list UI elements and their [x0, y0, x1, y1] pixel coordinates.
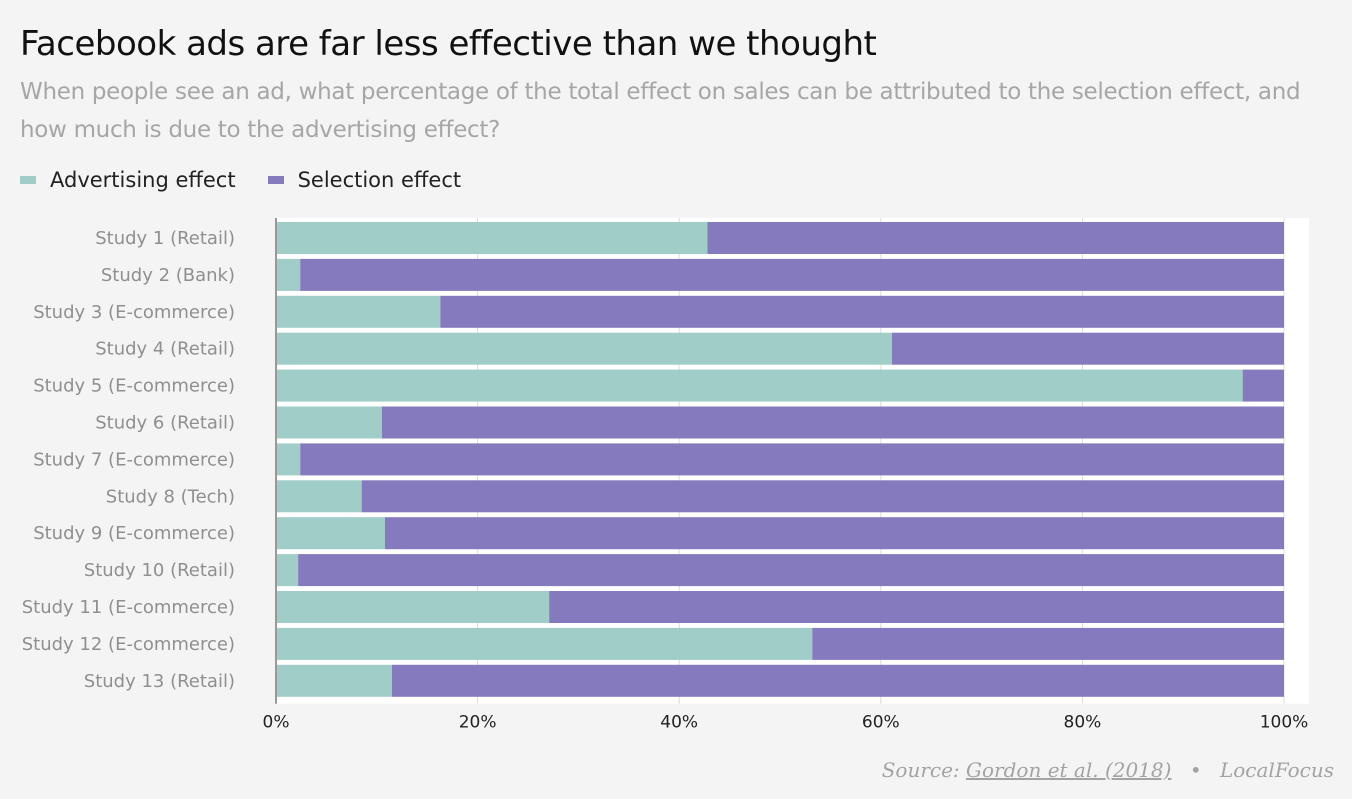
legend: Advertising effect Selection effect [20, 168, 493, 192]
y-category-label: Study 13 (Retail) [84, 671, 235, 692]
y-category-label: Study 10 (Retail) [84, 560, 235, 581]
x-tick-label: 80% [1064, 713, 1102, 733]
bar-selection[interactable] [1242, 369, 1284, 402]
legend-swatch-advertising [20, 176, 36, 184]
bar-advertising[interactable] [276, 222, 708, 254]
legend-item-selection[interactable]: Selection effect [267, 168, 462, 192]
bar-selection[interactable] [298, 554, 1284, 587]
bar-advertising[interactable] [276, 295, 441, 328]
chart-title: Facebook ads are far less effective than… [20, 24, 877, 64]
x-tick-label: 0% [263, 713, 290, 733]
source-label: Source: [881, 758, 960, 782]
x-tick-label: 20% [459, 713, 497, 733]
bar-selection[interactable] [361, 480, 1284, 513]
bar-selection[interactable] [391, 664, 1284, 697]
credit: LocalFocus [1219, 758, 1334, 782]
y-category-label: Study 6 (Retail) [95, 413, 235, 434]
source-footer: Source: Gordon et al. (2018) • LocalFocu… [882, 758, 1334, 782]
bar-advertising[interactable] [276, 517, 385, 550]
bar-selection[interactable] [549, 591, 1284, 623]
bar-advertising[interactable] [276, 627, 813, 660]
x-tick-label: 100% [1260, 713, 1309, 733]
bar-advertising[interactable] [276, 369, 1243, 402]
bar-advertising[interactable] [276, 258, 301, 291]
bar-selection[interactable] [812, 627, 1284, 660]
bar-advertising[interactable] [276, 480, 362, 513]
bar-selection[interactable] [384, 517, 1284, 550]
legend-item-advertising[interactable]: Advertising effect [20, 168, 236, 192]
bar-selection[interactable] [707, 222, 1284, 254]
source-link[interactable]: Gordon et al. (2018) [966, 758, 1172, 782]
legend-label-selection: Selection effect [297, 168, 462, 192]
legend-label-advertising: Advertising effect [50, 168, 236, 192]
bar-advertising[interactable] [276, 591, 550, 623]
y-category-label: Study 9 (E-commerce) [33, 523, 235, 544]
x-tick-label: 60% [862, 713, 900, 733]
y-category-label: Study 8 (Tech) [106, 486, 235, 507]
y-category-label: Study 5 (E-commerce) [33, 376, 235, 397]
bar-advertising[interactable] [276, 443, 301, 476]
bar-selection[interactable] [300, 443, 1284, 476]
y-category-label: Study 3 (E-commerce) [33, 302, 235, 323]
bar-selection[interactable] [381, 406, 1285, 439]
bar-advertising[interactable] [276, 332, 892, 365]
y-category-label: Study 11 (E-commerce) [22, 597, 235, 618]
bar-selection[interactable] [440, 295, 1285, 328]
y-category-label: Study 2 (Bank) [101, 265, 235, 286]
bar-selection[interactable] [300, 258, 1284, 291]
chart-subtitle: When people see an ad, what percentage o… [20, 79, 1301, 143]
y-category-label: Study 7 (E-commerce) [33, 449, 235, 470]
y-category-label: Study 12 (E-commerce) [22, 634, 235, 655]
bar-advertising[interactable] [276, 664, 392, 697]
x-tick-label: 40% [660, 713, 698, 733]
y-category-label: Study 1 (Retail) [95, 228, 235, 249]
bar-selection[interactable] [891, 332, 1284, 365]
bar-advertising[interactable] [276, 406, 382, 439]
separator: • [1189, 758, 1202, 782]
y-category-label: Study 4 (Retail) [95, 339, 235, 360]
bar-advertising[interactable] [276, 554, 299, 587]
legend-swatch-selection [267, 176, 284, 184]
